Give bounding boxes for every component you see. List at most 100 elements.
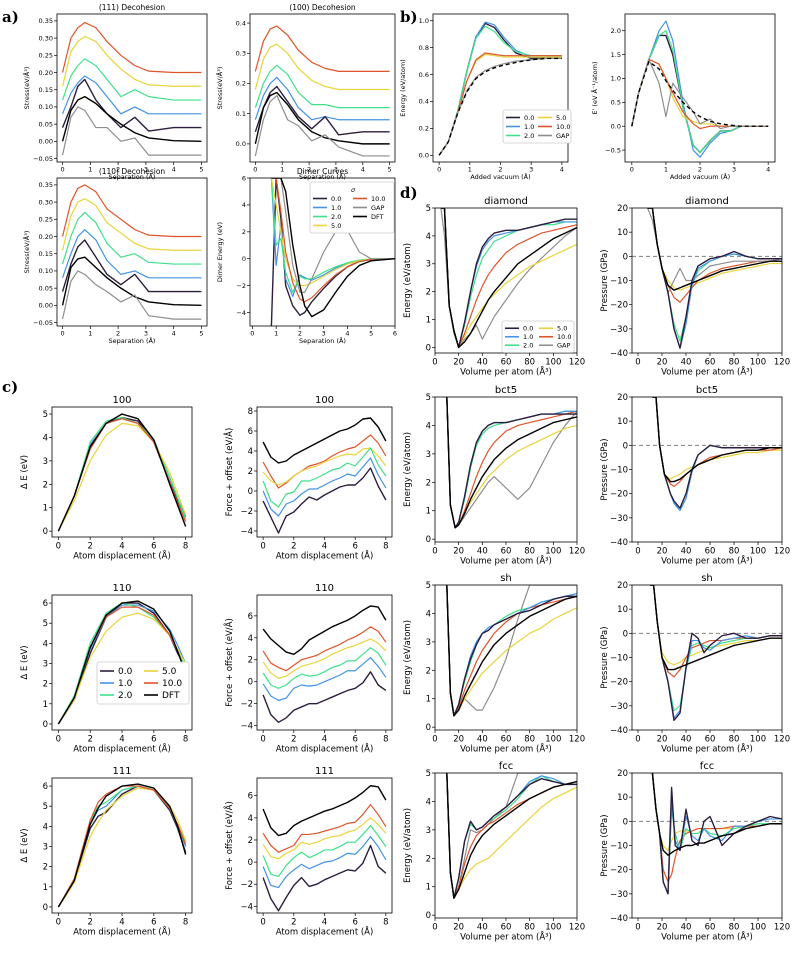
x-tick-label: 0: [437, 166, 441, 174]
plot-frame: [56, 177, 208, 327]
y-tick-label: 0.2: [419, 125, 429, 133]
plot-frame: [631, 584, 783, 731]
x-tick-label: 2: [87, 735, 92, 745]
series-line-2.0: [254, 64, 390, 109]
series-line-5.0: [647, 208, 782, 291]
x-tick-label: 0: [630, 166, 634, 174]
series-line-10.0: [271, 178, 395, 303]
x-tick-label: 60: [501, 547, 512, 557]
chart-dPsh: 0 20 40 60 80 100 120 −40 −30 −20 −10 0 10 20 sh Volume…: [600, 573, 790, 754]
legend-entry: 1.0: [524, 123, 534, 131]
x-tick-label: 100: [545, 547, 561, 557]
x-tick-label: 100: [750, 923, 766, 933]
y-tick-label: 10: [617, 605, 628, 615]
y-tick-label: 4: [426, 609, 431, 619]
series-line-GAP: [254, 94, 390, 157]
chart-c111F: 0 2 4 6 8 −4 −2 0 2 4 6 111 Atom displacement (Å) For…: [223, 766, 393, 937]
series-line-10.0: [262, 626, 387, 672]
chart-dEfcc: 0 20 40 60 80 100 120 0 1 2 3 4 5 fcc Volume per atom …: [403, 761, 585, 942]
series-line-1.0: [61, 75, 202, 115]
y-tick-label: 2.0: [611, 27, 621, 35]
x-tick-label: 100: [750, 735, 766, 745]
y-tick-label: 0.05: [39, 120, 53, 128]
chart-title: 100: [112, 395, 131, 406]
y-tick-label: −4: [240, 527, 253, 537]
y-tick-label: 0.3: [236, 50, 246, 58]
y-tick-label: 10: [617, 417, 628, 427]
y-tick-label: −10: [610, 841, 628, 851]
y-tick-label: 1.5: [611, 51, 621, 59]
x-tick-label: 120: [569, 547, 585, 557]
x-tick-label: 2: [498, 166, 502, 174]
legend-entry: 10.0: [556, 123, 570, 131]
x-tick-label: 3: [334, 166, 338, 174]
x-tick-label: 2: [291, 735, 296, 745]
y-tick-label: 5: [426, 769, 431, 779]
series-group: [262, 417, 387, 534]
x-tick-label: 4: [322, 735, 327, 745]
chart-title: diamond: [685, 196, 729, 207]
legend-entry: 2.0: [331, 213, 341, 221]
series-line-5.0: [254, 43, 390, 91]
y-tick-label: 0.00: [39, 138, 53, 146]
legend-entry: 10.0: [557, 333, 571, 341]
y-tick-label: −4: [236, 309, 246, 317]
y-tick-label: 3: [426, 450, 431, 460]
chart-title: (111) Decohesion: [99, 3, 166, 12]
series-line-DFT: [57, 413, 187, 532]
y-tick-label: −20: [610, 490, 628, 500]
x-tick-label: 5: [199, 166, 203, 174]
chart-title: 111: [112, 766, 131, 777]
legend-entry: 5.0: [556, 114, 566, 122]
legend-entry: 5.0: [557, 325, 567, 333]
legend-entry: 5.0: [162, 667, 177, 677]
chart-title: 110: [315, 583, 334, 594]
panel-label-c: c): [2, 378, 18, 396]
x-tick-label: 20: [657, 358, 668, 368]
chart-title: 111: [315, 766, 334, 777]
y-tick-label: 10: [617, 228, 628, 238]
y-tick-label: 0.30: [39, 198, 53, 206]
y-tick-label: 2: [426, 288, 431, 298]
series-line-GAP: [631, 58, 769, 130]
series-line-DFT: [57, 600, 187, 725]
x-tick-label: 0: [253, 166, 257, 174]
series-line-10.0: [61, 22, 202, 74]
chart-c100F: 0 2 4 6 8 −4 −2 0 2 4 6 8 100 Atom displacement (Å) Fo…: [223, 395, 393, 561]
y-tick-label: 1: [43, 700, 48, 710]
x-axis-label: Atom displacement (Å): [276, 742, 374, 754]
y-tick-label: 1.0: [419, 17, 429, 25]
x-tick-label: 20: [453, 547, 464, 557]
x-tick-label: 0: [56, 735, 61, 745]
y-tick-label: 0.10: [39, 267, 53, 275]
y-axis-label: Δ E (eV): [20, 828, 30, 862]
y-tick-label: 1: [426, 695, 431, 705]
y-tick-label: 0.10: [39, 103, 53, 111]
x-tick-label: 4: [361, 166, 365, 174]
y-tick-label: 0: [43, 527, 48, 537]
series-group: [652, 397, 782, 512]
x-tick-label: 20: [657, 735, 668, 745]
legend-title: σ: [351, 186, 356, 194]
series-group: [262, 605, 387, 724]
x-tick-label: 6: [151, 918, 156, 928]
plot-frame: [249, 13, 396, 163]
chart-c110F: 0 2 4 6 8 −4 −2 0 2 4 6 110 Atom displacement (Å) For…: [223, 583, 393, 754]
y-tick-label: 10: [617, 793, 628, 803]
series-group: [262, 785, 387, 912]
y-tick-label: 0: [242, 255, 246, 263]
chart-title: sh: [701, 573, 713, 584]
panel-label-d: d): [400, 184, 418, 202]
y-tick-label: 2: [248, 467, 253, 477]
chart-title: Dimer Curves: [297, 167, 348, 176]
y-tick-label: 0: [248, 487, 253, 497]
y-axis-label: Energy (eV/atom): [403, 808, 413, 883]
y-axis-label: Energy (eV/atom): [403, 243, 413, 318]
y-tick-label: 2: [43, 680, 48, 690]
plot-frame: [256, 777, 393, 914]
y-tick-label: 3: [43, 457, 48, 467]
series-group: [57, 413, 187, 532]
x-axis-label: Separation (Å): [299, 336, 346, 345]
y-axis-label: Energy (eV/atom): [399, 59, 407, 116]
y-tick-label: 5: [426, 204, 431, 214]
